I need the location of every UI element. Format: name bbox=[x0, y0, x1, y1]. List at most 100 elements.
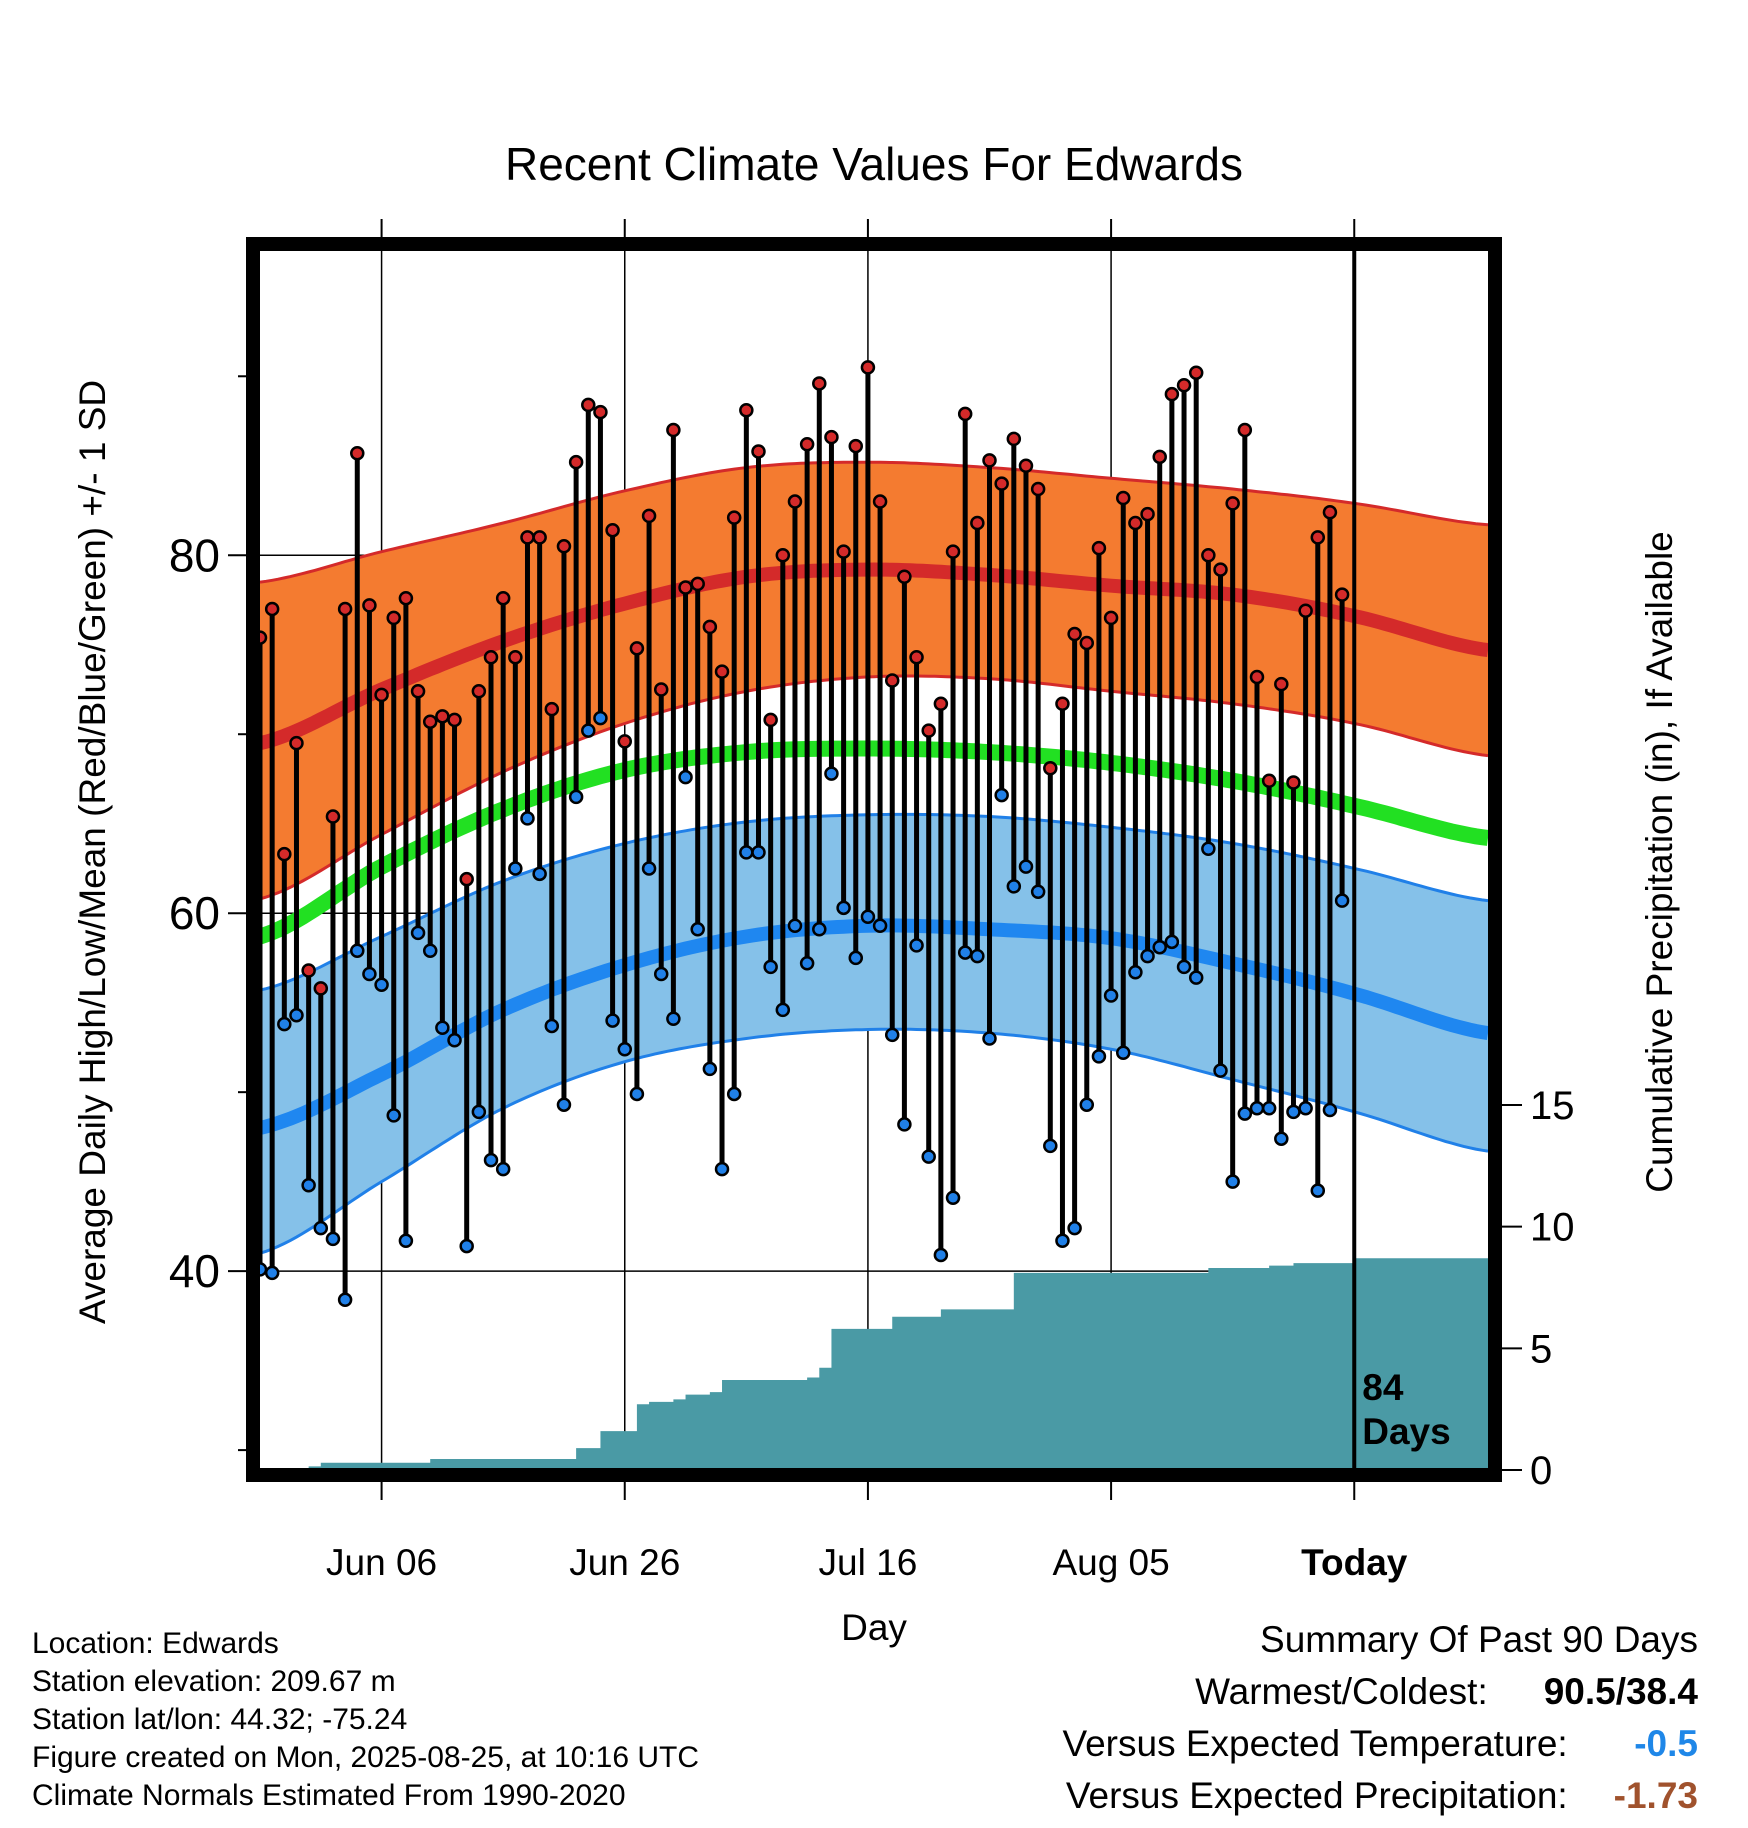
low-point bbox=[593, 710, 608, 726]
high-point bbox=[508, 650, 523, 665]
summary-panel: Summary Of Past 90 Days Warmest/Coldest:… bbox=[1062, 1614, 1698, 1822]
high-point bbox=[1030, 481, 1046, 497]
low-point bbox=[957, 945, 973, 960]
low-point bbox=[1334, 893, 1350, 908]
precip-label: Versus Expected Precipitation: bbox=[1065, 1775, 1568, 1816]
low-point bbox=[848, 950, 864, 966]
high-point bbox=[1298, 603, 1313, 618]
low-point bbox=[1006, 879, 1022, 894]
low-point bbox=[1030, 884, 1046, 899]
high-point bbox=[860, 360, 876, 375]
high-point bbox=[921, 723, 936, 738]
warm-cold-label: Warmest/Coldest: bbox=[1195, 1671, 1488, 1712]
low-point bbox=[872, 918, 888, 933]
high-point bbox=[1152, 449, 1167, 465]
low-point bbox=[459, 1238, 474, 1254]
y-axis-label: Average Daily High/Low/Mean (Red/Blue/Gr… bbox=[72, 380, 113, 1324]
high-point bbox=[982, 453, 997, 468]
low-point bbox=[495, 1161, 511, 1177]
y2-tick-label: 0 bbox=[1530, 1449, 1552, 1493]
high-point bbox=[1006, 431, 1022, 447]
latlon-text: Station lat/lon: 44.32; -75.24 bbox=[32, 1703, 408, 1736]
high-point bbox=[763, 712, 778, 728]
high-point bbox=[945, 544, 961, 559]
low-point bbox=[860, 909, 876, 925]
low-point bbox=[1237, 1106, 1253, 1121]
low-point bbox=[544, 1018, 560, 1034]
normal-high-line bbox=[260, 562, 1488, 750]
high-point bbox=[362, 598, 377, 613]
precip-row: Versus Expected Precipitation: -1.73 bbox=[1062, 1770, 1698, 1822]
high-point bbox=[1043, 760, 1058, 776]
high-point bbox=[374, 687, 389, 703]
low-point bbox=[933, 1247, 949, 1263]
high-point bbox=[410, 684, 426, 699]
high-point bbox=[398, 590, 414, 606]
high-point bbox=[520, 530, 535, 545]
low-point bbox=[690, 922, 705, 937]
high-point bbox=[641, 508, 657, 524]
high-point bbox=[1310, 530, 1326, 545]
high-point bbox=[471, 684, 487, 699]
low-point bbox=[1115, 1045, 1131, 1061]
high-point bbox=[447, 712, 462, 728]
low-point bbox=[666, 1011, 681, 1027]
low-point bbox=[605, 1013, 620, 1028]
low-point bbox=[532, 866, 547, 882]
high-point bbox=[872, 494, 888, 509]
high-point bbox=[970, 515, 985, 531]
high-sd-band bbox=[260, 462, 1488, 899]
x-tick-label: Aug 05 bbox=[1052, 1542, 1169, 1583]
low-point bbox=[775, 1002, 791, 1018]
low-point bbox=[1103, 988, 1119, 1003]
high-sd-upper-line bbox=[260, 460, 1488, 584]
low-point bbox=[471, 1104, 487, 1120]
low-point bbox=[1322, 1102, 1338, 1118]
elevation-text: Station elevation: 209.67 m bbox=[32, 1665, 396, 1698]
high-point bbox=[313, 981, 329, 996]
high-point bbox=[909, 650, 924, 665]
low-point bbox=[337, 1292, 353, 1308]
high-point bbox=[325, 809, 341, 824]
precip-value: -1.73 bbox=[1613, 1775, 1698, 1816]
high-point bbox=[1286, 775, 1301, 790]
temp-label: Versus Expected Temperature: bbox=[1062, 1723, 1568, 1764]
high-point bbox=[1018, 458, 1034, 474]
high-point bbox=[1091, 540, 1107, 556]
today-label-line: 84 bbox=[1362, 1367, 1404, 1408]
high-point bbox=[933, 696, 949, 712]
low-point bbox=[1225, 1174, 1240, 1189]
low-point bbox=[264, 1265, 280, 1281]
high-point bbox=[787, 494, 803, 509]
low-point bbox=[799, 956, 815, 971]
high-point bbox=[884, 673, 900, 688]
low-point bbox=[1201, 841, 1216, 857]
low-point bbox=[726, 1086, 742, 1102]
warm-cold-value: 90.5/38.4 bbox=[1543, 1671, 1698, 1712]
low-point bbox=[362, 966, 377, 982]
high-point bbox=[1249, 669, 1265, 685]
high-point bbox=[994, 476, 1009, 491]
high-point bbox=[532, 530, 547, 545]
low-point bbox=[1188, 970, 1204, 985]
high-point bbox=[495, 590, 511, 606]
low-point bbox=[702, 1061, 718, 1077]
high-point bbox=[690, 576, 705, 592]
high-point bbox=[1164, 386, 1180, 402]
high-point bbox=[702, 619, 718, 635]
high-point bbox=[1225, 496, 1240, 511]
low-point bbox=[629, 1086, 645, 1102]
high-point bbox=[678, 580, 693, 595]
high-point bbox=[1213, 562, 1228, 577]
low-point bbox=[763, 959, 778, 975]
low-point bbox=[1261, 1101, 1277, 1116]
low-point bbox=[751, 845, 766, 860]
high-point bbox=[459, 871, 474, 887]
high-point bbox=[666, 422, 681, 438]
low-point bbox=[520, 811, 535, 826]
low-point bbox=[617, 1041, 633, 1057]
high-point bbox=[617, 734, 633, 749]
high-point bbox=[775, 548, 791, 563]
high-point bbox=[1176, 377, 1192, 393]
low-point bbox=[301, 1177, 316, 1193]
